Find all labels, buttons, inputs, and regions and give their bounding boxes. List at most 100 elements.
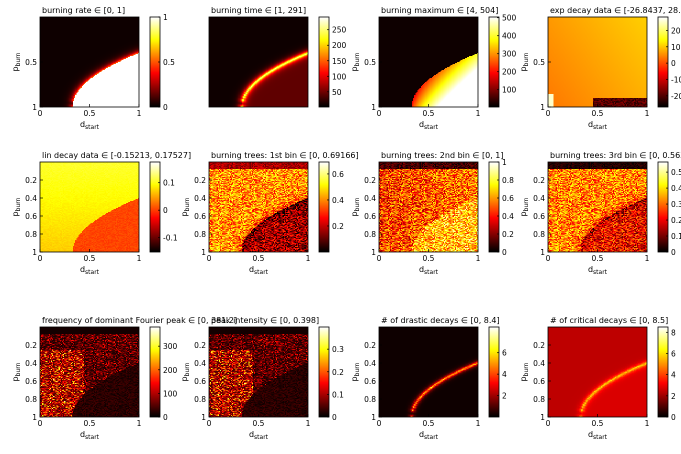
subplot-title: burning rate ∈ [0, 1] bbox=[42, 6, 125, 15]
y-axis-label: pburn bbox=[519, 362, 530, 381]
subplot-rate: burning rate ∈ [0, 1]0 0.5 10.51 00.51 bbox=[25, 6, 175, 118]
subplot-title: burning trees: 2nd bin ∈ [0, 1] bbox=[381, 151, 504, 160]
heatmap-image bbox=[548, 17, 647, 107]
colorbar-tick-label: 0.2 bbox=[671, 216, 681, 225]
colorbar bbox=[319, 17, 329, 107]
subplot-title: # of critical decays ∈ [0, 8.5] bbox=[550, 316, 668, 325]
y-tick-label: 0.6 bbox=[25, 212, 37, 221]
subplot-bin3: burning trees: 3rd bin ∈ [0, 0.56333] 0 0.… bbox=[533, 151, 681, 263]
y-tick-label: 1 bbox=[32, 413, 37, 422]
y-tick-label: 0.6 bbox=[364, 212, 376, 221]
y-tick-label: 0.2 bbox=[25, 341, 37, 350]
x-axis-label: dstart bbox=[249, 430, 269, 441]
y-tick-label: 0.8 bbox=[533, 395, 545, 404]
colorbar-tick-label: 10 bbox=[671, 43, 681, 52]
x-axis-label: dstart bbox=[419, 265, 439, 276]
x-axis-label: dstart bbox=[588, 120, 608, 131]
colorbar-tick-label: 1 bbox=[163, 13, 168, 22]
colorbar-tick-label: 2 bbox=[502, 392, 507, 401]
colorbar-frame bbox=[657, 326, 669, 418]
colorbar-tick-label: 2 bbox=[671, 392, 676, 401]
subplot-peak: peak intensity ∈ [0, 0.398] 0 0.5 1 0.2 0.4 0.… bbox=[194, 316, 344, 428]
subplot-title: exp decay data ∈ [-26.8437, 28.2311] bbox=[550, 6, 681, 15]
x-tick-label: 1 bbox=[476, 254, 481, 263]
y-tick-label: 0.2 bbox=[194, 341, 206, 350]
y-tick-label: 1 bbox=[201, 413, 206, 422]
x-tick-label: 0 bbox=[377, 254, 382, 263]
y-axis-label: pburn bbox=[180, 362, 191, 381]
y-tick-label: 0.2 bbox=[533, 341, 545, 350]
y-tick-label: 0.8 bbox=[25, 395, 37, 404]
colorbar-tick-label: 150 bbox=[332, 57, 347, 66]
x-tick-label: 0 bbox=[546, 109, 551, 118]
y-tick-label: 0.8 bbox=[194, 395, 206, 404]
colorbar-tick-label: 0.2 bbox=[332, 222, 344, 231]
x-axis-label: dstart bbox=[419, 120, 439, 131]
y-tick-label: 0.4 bbox=[194, 359, 206, 368]
colorbar-tick-label: 0.1 bbox=[332, 390, 344, 399]
colorbar-frame bbox=[149, 326, 161, 418]
colorbar-tick-label: 100 bbox=[502, 86, 517, 95]
y-tick-label: 0.4 bbox=[533, 194, 545, 203]
x-tick-label: 1 bbox=[476, 419, 481, 428]
colorbar bbox=[489, 17, 499, 107]
colorbar bbox=[658, 162, 668, 252]
colorbar-tick-label: 0 bbox=[671, 248, 676, 257]
colorbar-tick-label: 8 bbox=[671, 328, 676, 337]
colorbar-tick-label: 0.6 bbox=[502, 194, 514, 203]
y-tick-label: 1 bbox=[540, 413, 545, 422]
colorbar-tick-label: 4 bbox=[671, 371, 676, 380]
colorbar-tick-label: 0.1 bbox=[163, 179, 175, 188]
y-tick-label: 0.4 bbox=[364, 359, 376, 368]
colorbar-frame bbox=[318, 161, 330, 253]
heatmap-image bbox=[209, 17, 308, 107]
subplot-expdecay: exp decay data ∈ [-26.8437, 28.2311] 0 0.5… bbox=[533, 6, 681, 118]
heatmap-image bbox=[548, 162, 647, 252]
y-tick-label: 0.6 bbox=[364, 377, 376, 386]
x-tick-label: 1 bbox=[645, 419, 650, 428]
colorbar bbox=[150, 162, 160, 252]
x-tick-label: 1 bbox=[645, 254, 650, 263]
subplot-lindecay: lin decay data ∈ [-0.15213, 0.17527] 0 0.5… bbox=[25, 151, 191, 263]
colorbar-tick-label: 0 bbox=[163, 413, 168, 422]
colorbar bbox=[319, 162, 329, 252]
colorbar bbox=[489, 327, 499, 417]
y-axis-label: pburn bbox=[180, 197, 191, 216]
y-tick-label: 0.4 bbox=[25, 194, 37, 203]
x-tick-label: 0.5 bbox=[423, 419, 435, 428]
colorbar-frame bbox=[318, 16, 330, 108]
x-tick-label: 0 bbox=[38, 109, 43, 118]
heatmap-image bbox=[209, 162, 308, 252]
y-axis-label: pburn bbox=[11, 197, 22, 216]
colorbar-tick-label: 20 bbox=[671, 26, 681, 35]
y-tick-label: 1 bbox=[371, 413, 376, 422]
x-tick-label: 0 bbox=[377, 419, 382, 428]
x-tick-label: 0.5 bbox=[253, 254, 265, 263]
x-tick-label: 0.5 bbox=[592, 419, 604, 428]
colorbar-tick-label: 0.3 bbox=[671, 200, 681, 209]
x-tick-label: 1 bbox=[137, 254, 142, 263]
y-tick-label: 0.4 bbox=[25, 359, 37, 368]
x-axis-label: dstart bbox=[80, 120, 100, 131]
colorbar-tick-label: 400 bbox=[502, 32, 517, 41]
colorbar-frame bbox=[488, 16, 500, 108]
heatmap-image bbox=[40, 17, 139, 107]
colorbar-frame bbox=[657, 16, 669, 108]
x-tick-label: 0 bbox=[38, 419, 43, 428]
colorbar-tick-label: 6 bbox=[671, 349, 676, 358]
y-axis-label: pburn bbox=[11, 362, 22, 381]
colorbar bbox=[150, 327, 160, 417]
colorbar-tick-label: 100 bbox=[163, 389, 178, 398]
y-tick-label: 0.2 bbox=[364, 341, 376, 350]
y-tick-label: 1 bbox=[540, 103, 545, 112]
subplot-title: burning trees: 1st bin ∈ [0, 0.69166] bbox=[211, 151, 359, 160]
heatmap-image bbox=[209, 327, 308, 417]
x-tick-label: 0 bbox=[207, 254, 212, 263]
colorbar-tick-label: 0 bbox=[671, 413, 676, 422]
heatmap-image bbox=[379, 327, 478, 417]
colorbar-tick-label: 0.2 bbox=[332, 368, 344, 377]
heatmap-image bbox=[40, 327, 139, 417]
colorbar-tick-label: 500 bbox=[502, 14, 517, 23]
x-tick-label: 1 bbox=[645, 109, 650, 118]
